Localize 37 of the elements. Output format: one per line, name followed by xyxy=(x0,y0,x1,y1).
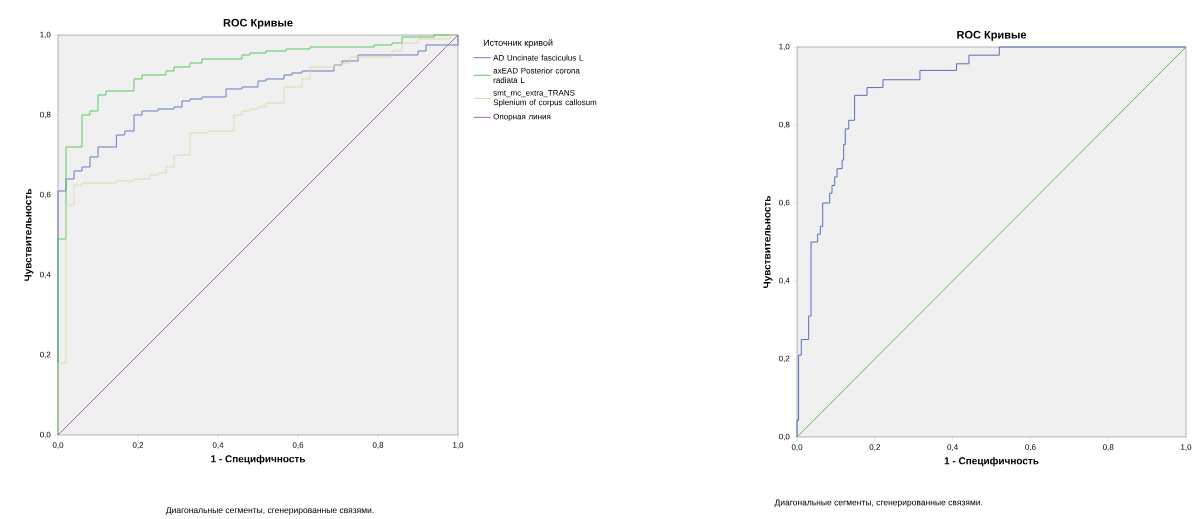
x-tick-label: 1,0 xyxy=(1181,444,1192,451)
legend-label: AD Uncinate fasciculus L xyxy=(493,54,584,61)
y-tick-label: 0,2 xyxy=(39,351,51,359)
legend-title: Источник кривой xyxy=(483,39,553,48)
text: Диагональные сегменты, сгенерированные связями. xyxy=(774,499,983,508)
y-tick-label: 1,0 xyxy=(40,31,51,39)
y-axis-title: Чувствительность xyxy=(24,188,34,281)
y-tick-label: 0,6 xyxy=(39,191,51,199)
legend-label: smt_mc_extra_TRANS Splenium of corpus callosum xyxy=(493,89,597,107)
y-tick-label: 0,4 xyxy=(779,277,790,285)
x-tick-label: 0,4 xyxy=(947,444,958,451)
x-tick-label: 0,0 xyxy=(791,444,803,451)
x-tick-label: 0,0 xyxy=(52,442,64,449)
y-tick-label: 0,0 xyxy=(39,431,51,439)
y-tick-label: 0,6 xyxy=(779,199,790,207)
chart-title: ROC Кривые xyxy=(223,18,293,29)
x-tick-label: 0,8 xyxy=(372,442,384,449)
x-axis-title: 1 - Специфичность xyxy=(944,457,1039,467)
x-tick-label: 0,4 xyxy=(212,442,224,449)
x-tick-label: 0,6 xyxy=(1025,444,1036,451)
y-tick-label: 1,0 xyxy=(779,43,790,51)
y-tick-label: 0,8 xyxy=(39,111,51,119)
x-tick-label: 0,2 xyxy=(132,442,144,449)
x-tick-label: 0,6 xyxy=(292,442,304,449)
y-tick-label: 0,0 xyxy=(779,433,790,441)
x-axis-title: 1 - Специфичность xyxy=(211,455,306,465)
x-tick-label: 1,0 xyxy=(453,442,464,449)
y-axis-title: Чувствительность xyxy=(763,195,773,288)
x-tick-label: 0,8 xyxy=(1102,444,1114,451)
y-tick-label: 0,8 xyxy=(779,121,790,129)
chart-title: ROC Кривые xyxy=(957,30,1027,41)
legend-label: axEAD Posterior corona radiata L xyxy=(493,67,580,83)
legend-label: Опорная линия xyxy=(493,113,551,121)
y-tick-label: 0,4 xyxy=(39,271,51,279)
text: Диагональные сегменты, сгенерированные связями. xyxy=(165,507,374,515)
y-tick-label: 0,2 xyxy=(779,355,790,363)
x-tick-label: 0,2 xyxy=(869,444,880,451)
